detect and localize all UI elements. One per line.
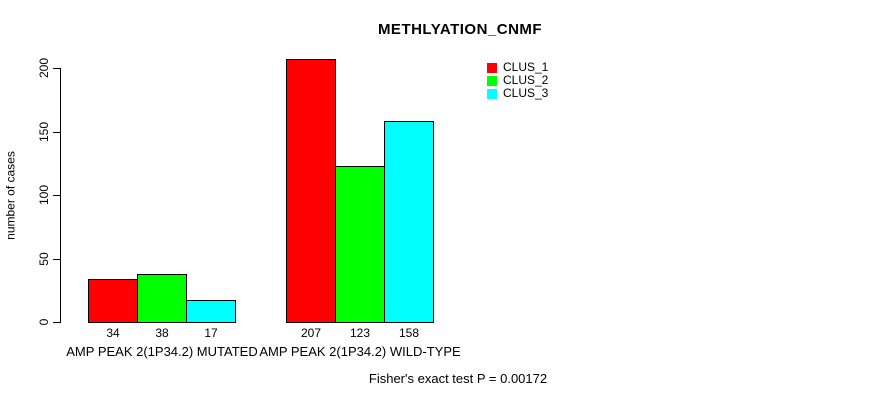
- bar-value-label: 38: [155, 326, 169, 340]
- y-tick-mark: [53, 68, 60, 69]
- bar-value-label: 17: [204, 326, 218, 340]
- y-tick-label: 50: [37, 251, 51, 266]
- y-axis-title: number of cases: [3, 151, 18, 240]
- x-group-label-1: AMP PEAK 2(1P34.2) MUTATED: [66, 344, 258, 359]
- fisher-test-annotation: Fisher's exact test P = 0.00172: [368, 371, 548, 386]
- y-axis-line: [60, 68, 61, 323]
- bar-value-label: 158: [398, 326, 420, 340]
- legend-label: CLUS_2: [503, 73, 549, 87]
- bar-value-label: 123: [349, 326, 371, 340]
- bar-clus_1-group1: [88, 278, 138, 323]
- y-tick-mark: [53, 131, 60, 133]
- legend-entry-clus_3: CLUS_3: [487, 87, 548, 100]
- bar-value-label: 34: [106, 326, 120, 340]
- bar-clus_1-group2: [286, 59, 336, 323]
- bar-clus_3-group2: [384, 121, 434, 323]
- y-tick-mark: [53, 322, 60, 323]
- bar-clus_3-group1: [186, 300, 236, 323]
- legend-entry-clus_1: CLUS_1: [487, 61, 548, 74]
- bar-clus_2-group2: [335, 165, 385, 323]
- legend-entry-clus_2: CLUS_2: [487, 74, 548, 87]
- bar-value-label: 207: [300, 326, 322, 340]
- bar-clus_2-group1: [137, 273, 187, 323]
- legend-swatch-icon: [487, 62, 497, 73]
- legend-label: CLUS_1: [503, 60, 549, 74]
- x-group-label-2: AMP PEAK 2(1P34.2) WILD-TYPE: [259, 344, 461, 359]
- legend-swatch-icon: [487, 88, 497, 99]
- legend-swatch-icon: [487, 75, 497, 86]
- y-tick-mark: [53, 258, 60, 260]
- legend-label: CLUS_3: [503, 86, 549, 100]
- legend: CLUS_1 CLUS_2 CLUS_3: [487, 61, 548, 100]
- y-tick-label: 0: [37, 318, 51, 326]
- chart-title: METHLYATION_CNMF: [377, 21, 543, 38]
- y-tick-label: 200: [37, 57, 51, 79]
- y-tick-mark: [53, 195, 60, 196]
- y-tick-label: 100: [37, 184, 51, 206]
- y-tick-label: 150: [37, 121, 51, 142]
